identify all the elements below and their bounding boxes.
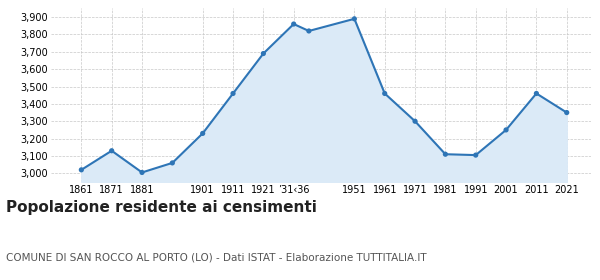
Point (471, 153, 481, 157)
Point (501, 128, 511, 132)
Point (289, 22, 298, 26)
Text: Popolazione residente ai censimenti: Popolazione residente ai censimenti (6, 200, 317, 215)
Point (350, 17, 359, 21)
Point (198, 131, 208, 136)
Point (77, 168, 86, 172)
Point (107, 148, 116, 153)
Point (380, 91, 389, 96)
Point (440, 152, 450, 157)
Point (562, 110, 572, 115)
Text: COMUNE DI SAN ROCCO AL PORTO (LO) - Dati ISTAT - Elaborazione TUTTITALIA.IT: COMUNE DI SAN ROCCO AL PORTO (LO) - Dati… (6, 252, 427, 262)
Point (259, 51, 268, 56)
Point (137, 170, 147, 175)
Point (228, 91, 238, 96)
Point (304, 29, 314, 33)
Point (532, 91, 541, 96)
Point (167, 161, 177, 165)
Point (410, 119, 420, 123)
